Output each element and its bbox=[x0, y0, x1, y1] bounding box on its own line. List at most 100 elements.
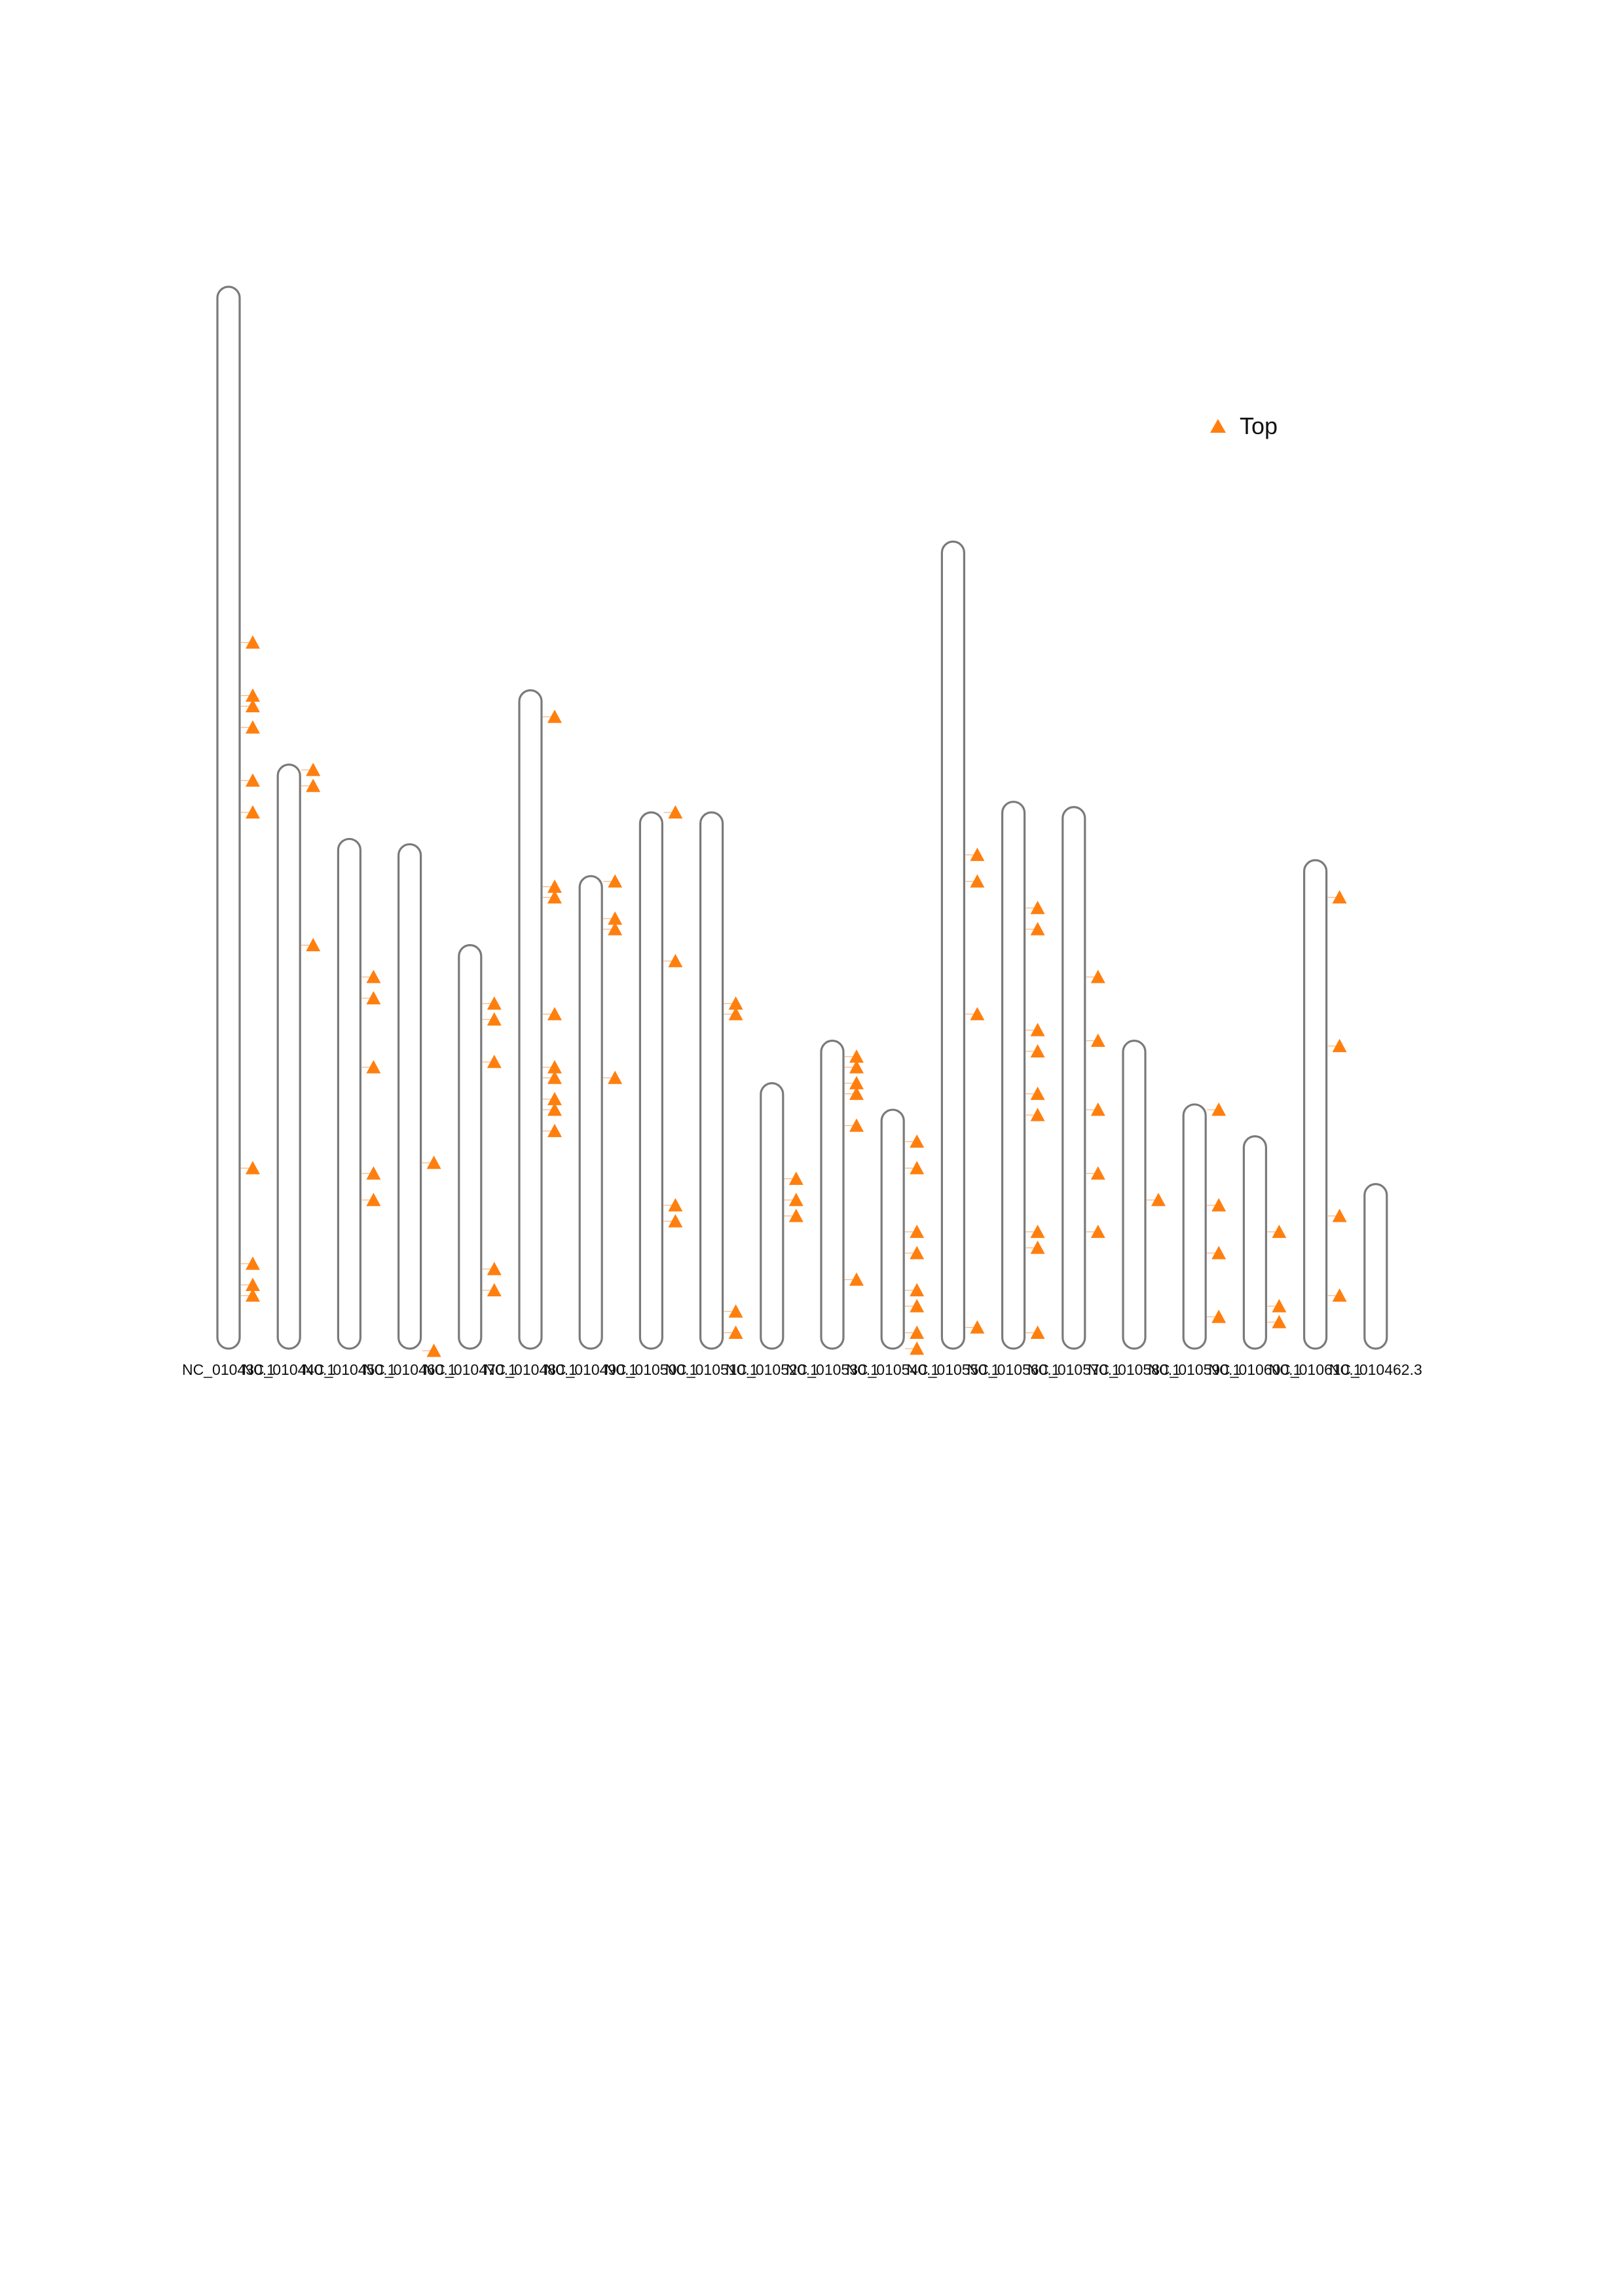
marker-point bbox=[910, 1341, 925, 1355]
x-tick-label: NC_010500.1 bbox=[604, 1361, 697, 1378]
marker-point bbox=[306, 763, 321, 776]
marker-point bbox=[547, 1060, 562, 1074]
marker-point bbox=[849, 1076, 864, 1089]
marker-point bbox=[487, 1012, 502, 1026]
marker-point bbox=[1332, 1038, 1347, 1053]
marker-point bbox=[849, 1060, 864, 1074]
marker-point bbox=[608, 1070, 623, 1084]
marker-point bbox=[487, 1055, 502, 1068]
chromosome-NC_010480.1 bbox=[518, 689, 543, 1350]
marker-point bbox=[1030, 1325, 1045, 1339]
marker-point bbox=[668, 1198, 683, 1212]
marker-point bbox=[849, 1049, 864, 1063]
marker-point bbox=[487, 996, 502, 1010]
marker-point bbox=[1090, 1102, 1105, 1116]
marker-point bbox=[547, 709, 562, 723]
marker-point bbox=[366, 1060, 381, 1074]
marker-point bbox=[788, 1192, 803, 1207]
marker-point bbox=[547, 890, 562, 903]
marker-point bbox=[910, 1325, 925, 1339]
marker-point bbox=[1030, 1044, 1045, 1058]
x-tick-label: NC_010470.1 bbox=[424, 1361, 517, 1378]
marker-series-top bbox=[241, 635, 1347, 1357]
marker-point bbox=[426, 1156, 441, 1169]
marker-point bbox=[910, 1224, 925, 1238]
marker-point bbox=[668, 805, 683, 819]
legend-triangle-icon bbox=[1210, 419, 1226, 433]
marker-point bbox=[970, 1320, 985, 1334]
marker-point bbox=[246, 1288, 260, 1302]
x-tick-label: NC_010450.1 bbox=[303, 1361, 396, 1378]
chromosome-NC_010590.1 bbox=[1182, 1103, 1207, 1350]
x-tick-label: NC_010440.1 bbox=[242, 1361, 335, 1378]
chromosome-NC_010462.3 bbox=[1363, 1182, 1388, 1350]
chromosome-NC_010600.1 bbox=[1242, 1135, 1268, 1350]
marker-point bbox=[246, 1161, 260, 1175]
marker-point bbox=[246, 773, 260, 787]
x-tick-label: NC_010490.1 bbox=[544, 1361, 637, 1378]
marker-point bbox=[487, 1283, 502, 1297]
marker-point bbox=[1151, 1192, 1166, 1207]
marker-point bbox=[1090, 1224, 1105, 1238]
marker-point bbox=[246, 720, 260, 734]
marker-point bbox=[306, 938, 321, 951]
marker-point bbox=[970, 874, 985, 888]
marker-point bbox=[1090, 970, 1105, 983]
legend-label: Top bbox=[1240, 412, 1278, 439]
marker-point bbox=[910, 1283, 925, 1297]
marker-point bbox=[306, 778, 321, 792]
chromosome-NC_010450.1 bbox=[337, 837, 362, 1350]
marker-point bbox=[366, 1192, 381, 1207]
chromosome-NC_010430.1 bbox=[216, 285, 241, 1350]
marker-point bbox=[1332, 1209, 1347, 1222]
chromosome-NC_010460.1 bbox=[397, 843, 422, 1350]
chromosome-NC_010520.1 bbox=[760, 1082, 784, 1350]
marker-point bbox=[246, 1277, 260, 1292]
marker-point bbox=[246, 688, 260, 702]
x-tick-label: NC_010580.1 bbox=[1088, 1361, 1181, 1378]
marker-point bbox=[1211, 1246, 1227, 1260]
marker-point bbox=[970, 1007, 985, 1021]
chromosome-NC_010530.1 bbox=[820, 1040, 845, 1350]
x-tick-label: NC_010430.1 bbox=[182, 1361, 275, 1378]
marker-point bbox=[246, 805, 260, 819]
x-tick-label: NC_010520.1 bbox=[726, 1361, 819, 1378]
marker-point bbox=[246, 1256, 260, 1270]
marker-point bbox=[547, 1007, 562, 1021]
marker-point bbox=[366, 1166, 381, 1180]
marker-point bbox=[1272, 1315, 1287, 1328]
marker-point bbox=[728, 1007, 743, 1021]
marker-point bbox=[1332, 1288, 1347, 1302]
x-tick-label: NC_010480.1 bbox=[484, 1361, 577, 1378]
chromosome-NC_010550.1 bbox=[940, 540, 966, 1350]
marker-point bbox=[1030, 1086, 1045, 1101]
marker-point bbox=[426, 1343, 441, 1357]
marker-point bbox=[608, 911, 623, 925]
chromosome-NC_010540.1 bbox=[880, 1108, 905, 1350]
x-tick-label: NC_010530.1 bbox=[786, 1361, 879, 1378]
marker-point bbox=[910, 1134, 925, 1148]
marker-point bbox=[970, 847, 985, 862]
marker-point bbox=[668, 1214, 683, 1228]
marker-point bbox=[849, 1086, 864, 1101]
x-tick-label: NC_010600.1 bbox=[1208, 1361, 1301, 1378]
chromosome-NC_010490.1 bbox=[578, 875, 603, 1350]
marker-point bbox=[1090, 1033, 1105, 1047]
x-tick-label: NC_010570.1 bbox=[1027, 1361, 1120, 1378]
marker-point bbox=[487, 1262, 502, 1275]
chromosome-NC_010580.1 bbox=[1122, 1040, 1147, 1350]
x-tick-label: NC_010462.3 bbox=[1329, 1361, 1422, 1378]
marker-point bbox=[1211, 1198, 1227, 1212]
marker-point bbox=[1030, 1240, 1045, 1254]
marker-point bbox=[608, 922, 623, 936]
marker-point bbox=[788, 1209, 803, 1222]
x-tick-label: NC_010460.1 bbox=[363, 1361, 456, 1378]
marker-point bbox=[1272, 1299, 1287, 1313]
legend: Top bbox=[1210, 412, 1278, 439]
chromosome-bars bbox=[216, 285, 1388, 1350]
marker-point bbox=[1272, 1224, 1287, 1238]
marker-point bbox=[668, 953, 683, 968]
x-tick-labels: NC_010430.1NC_010440.1NC_010450.1NC_0104… bbox=[182, 1361, 1422, 1378]
marker-point bbox=[1030, 1023, 1045, 1036]
